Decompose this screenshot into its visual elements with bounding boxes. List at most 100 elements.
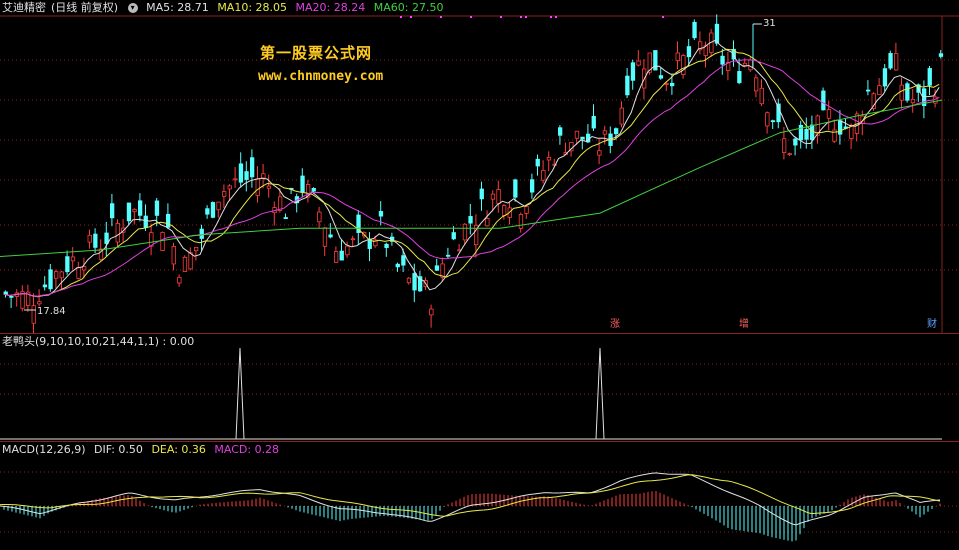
candle-body-161 — [905, 83, 910, 101]
candle-body-15 — [87, 234, 92, 243]
indicator-panel[interactable]: 老鸭头(9,10,10,10,21,44,1,1) : 0.00 — [0, 333, 959, 442]
candle-body-24 — [137, 200, 143, 216]
candle-body-80 — [451, 232, 456, 240]
candle-body-67 — [378, 211, 384, 217]
candle-body-97 — [546, 156, 552, 161]
candle-body-122 — [686, 46, 692, 58]
candle-body-127 — [714, 23, 720, 44]
candle-body-115 — [647, 52, 652, 73]
candle-body-140 — [787, 153, 792, 156]
ind-spike-1 — [595, 347, 605, 440]
candle-body-128 — [720, 55, 725, 65]
candle-body-148 — [832, 129, 837, 142]
candle-body-94 — [530, 179, 535, 193]
candle-body-164 — [922, 88, 927, 106]
candle-body-111 — [625, 75, 630, 96]
top-flag-7 — [550, 16, 552, 18]
candle-body-13 — [76, 267, 81, 279]
candle-body-123 — [692, 21, 697, 39]
candle-body-61 — [345, 245, 350, 256]
candle-body-106 — [597, 150, 602, 156]
candle-body-35 — [199, 228, 204, 239]
candle-body-119 — [670, 82, 675, 87]
candle-body-135 — [759, 87, 764, 105]
top-flag-5 — [520, 16, 522, 18]
candle-body-77 — [434, 265, 440, 271]
candle-body-112 — [630, 62, 636, 81]
candle-body-78 — [440, 263, 445, 278]
candle-body-10 — [59, 271, 64, 279]
candle-body-120 — [675, 52, 680, 62]
macd-name: MACD(12,26,9) — [2, 443, 86, 456]
candle-body-96 — [541, 170, 546, 181]
candle-body-93 — [524, 206, 529, 214]
candle-body-59 — [333, 251, 339, 263]
candle-body-56 — [317, 211, 322, 223]
candle-body-102 — [574, 130, 580, 139]
candle-body-65 — [367, 239, 372, 249]
macd-chart[interactable] — [0, 442, 959, 550]
chevron-down-icon[interactable]: ▾ — [127, 3, 138, 13]
candle-body-116 — [653, 50, 658, 71]
candle-body-7 — [42, 284, 48, 288]
candle-body-130 — [731, 48, 736, 60]
candle-body-36 — [205, 208, 210, 215]
candle-body-4 — [25, 291, 31, 306]
kline-panel[interactable]: 艾迪精密 (日线 前复权) ▾ MA5: 28.71 MA10: 28.05 MA… — [0, 0, 959, 333]
candle-body-68 — [384, 243, 389, 249]
candle-body-33 — [188, 252, 193, 270]
candle-body-133 — [748, 59, 753, 71]
top-flag-8 — [555, 16, 557, 18]
candle-body-19 — [110, 203, 115, 219]
candle-body-50 — [283, 217, 288, 220]
candle-body-63 — [356, 214, 361, 233]
event-marker-zeng[interactable]: 增 — [739, 319, 749, 330]
candle-body-66 — [373, 239, 378, 247]
candle-body-162 — [910, 98, 916, 104]
candle-body-155 — [871, 93, 876, 109]
candle-body-143 — [804, 128, 809, 140]
candle-body-46 — [261, 173, 266, 179]
candle-body-98 — [552, 163, 557, 166]
candle-body-37 — [210, 202, 216, 218]
event-marker-cai[interactable]: 财 — [927, 319, 937, 330]
candle-body-12 — [70, 256, 76, 262]
period-label: (日线 前复权) — [51, 1, 119, 14]
main-legend: 艾迪精密 (日线 前复权) ▾ MA5: 28.71 MA10: 28.05 MA… — [0, 0, 448, 15]
event-marker-zhang[interactable]: 涨 — [610, 319, 620, 330]
candle-body-8 — [48, 269, 53, 290]
candle-body-88 — [496, 189, 501, 204]
indicator-legend: 老鸭头(9,10,10,10,21,44,1,1) : 0.00 — [0, 334, 199, 349]
candle-body-113 — [636, 60, 641, 66]
watermark: 第一股票公式网 www.chnmoney.com — [258, 42, 383, 84]
top-flag-3 — [470, 16, 472, 18]
candle-body-141 — [793, 138, 798, 146]
ma10-line — [3, 48, 940, 297]
top-flag-6 — [525, 16, 527, 18]
macd-panel[interactable]: MACD(12,26,9) DIF: 0.50 DEA: 0.36 MACD: … — [0, 441, 959, 550]
watermark-url: www.chnmoney.com — [258, 69, 384, 84]
candle-body-1 — [9, 295, 14, 298]
candle-body-132 — [742, 62, 748, 66]
candle-body-157 — [882, 68, 888, 87]
candle-body-118 — [664, 83, 669, 85]
candle-body-55 — [311, 188, 316, 192]
ma60-value: MA60: 27.50 — [373, 1, 444, 14]
candle-body-57 — [322, 227, 328, 247]
low-price-label: 17.84 — [37, 306, 66, 317]
candle-body-16 — [93, 233, 98, 248]
candle-body-6 — [37, 301, 42, 305]
candle-body-105 — [591, 115, 596, 129]
ind-spike-0 — [235, 347, 245, 440]
indicator-chart[interactable] — [0, 334, 959, 442]
kline-chart[interactable] — [0, 0, 959, 333]
macd-dea-line — [0, 474, 941, 517]
candle-body-99 — [558, 127, 563, 136]
candle-body-30 — [171, 246, 176, 265]
candle-body-156 — [877, 85, 882, 96]
candle-body-146 — [821, 90, 826, 111]
indicator-label: 老鸭头(9,10,10,10,21,44,1,1) : 0.00 — [2, 335, 195, 348]
candle-body-49 — [277, 196, 283, 211]
candle-body-42 — [238, 163, 244, 183]
top-flag-1 — [410, 16, 412, 18]
